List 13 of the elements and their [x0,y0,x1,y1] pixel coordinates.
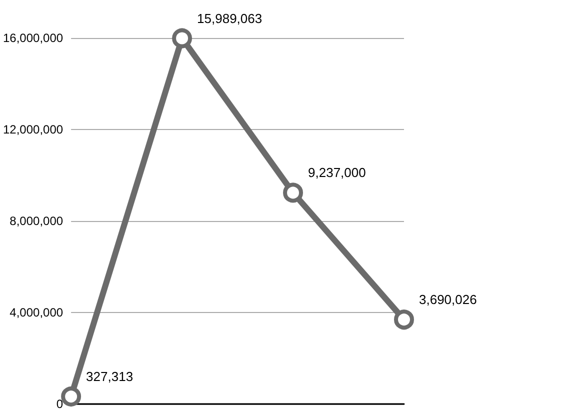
point [283,182,304,203]
y-tick-label: 0 [56,397,64,411]
point [394,310,414,330]
data-label: 15,989,063 [197,10,262,26]
point [61,386,82,407]
data-label: 9,237,000 [308,165,366,180]
y-tick-label: 12,000,000 [2,122,64,136]
point [172,28,192,48]
data-label: 3,690,026 [419,292,477,308]
y-tick-label: 16,000,000 [2,31,64,45]
y-tick-label: 4,000,000 [10,306,64,320]
y-tick-label: 8,000,000 [10,214,64,228]
data-label: 327,313 [86,369,134,384]
